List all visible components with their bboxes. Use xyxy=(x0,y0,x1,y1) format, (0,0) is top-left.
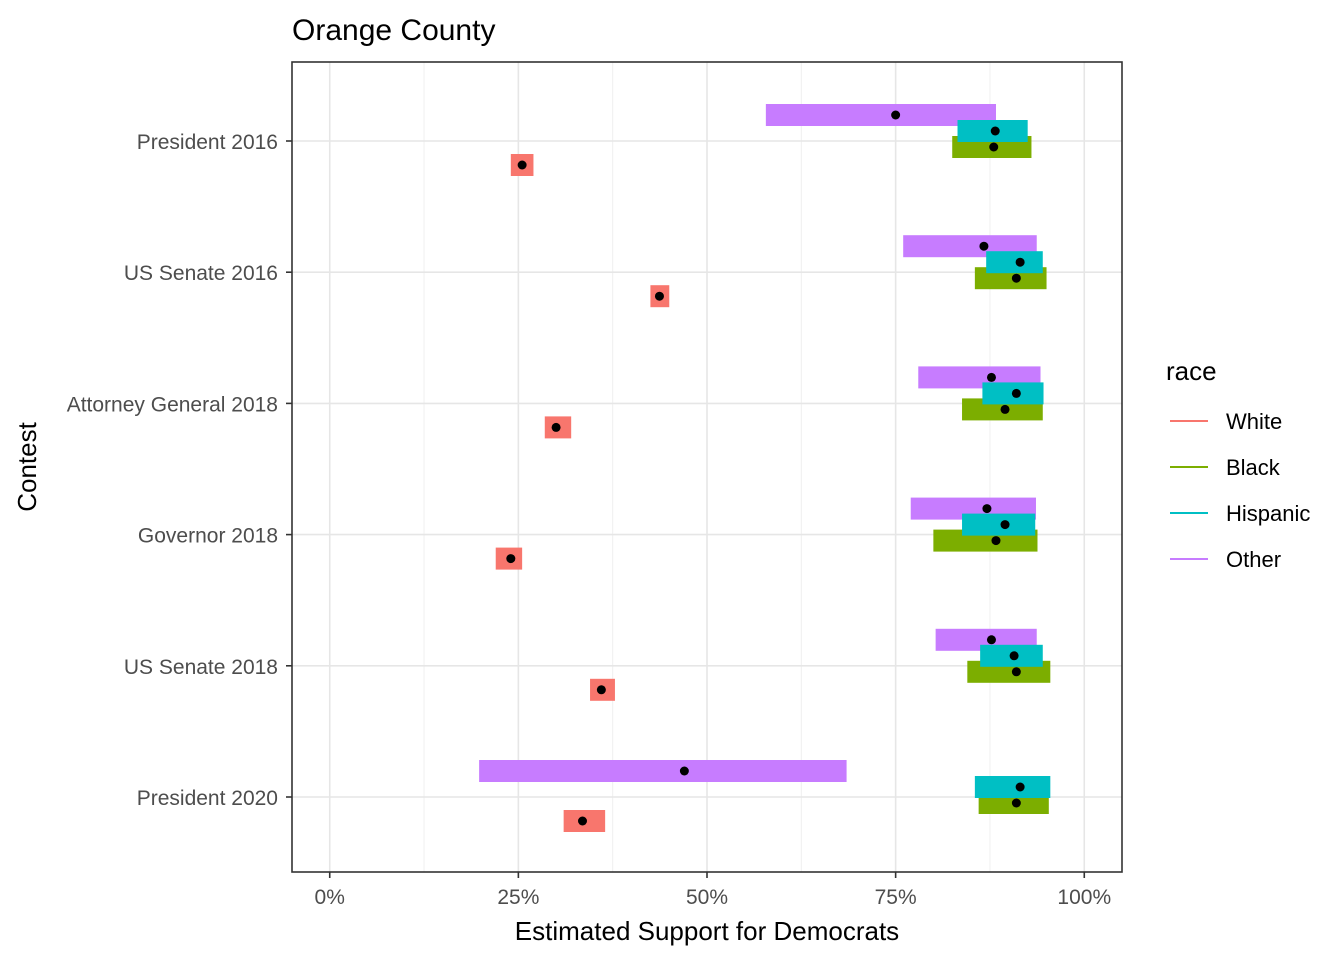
y-tick-label: President 2016 xyxy=(137,131,278,154)
estimate-point-other xyxy=(982,504,992,514)
legend-label: White xyxy=(1226,409,1282,434)
x-axis-title: Estimated Support for Democrats xyxy=(515,916,899,946)
estimate-point-other xyxy=(979,241,989,251)
x-tick-label: 75% xyxy=(875,886,917,909)
estimate-point-hispanic xyxy=(1011,388,1021,398)
interval-bars xyxy=(479,104,1051,832)
interval-bar-hispanic xyxy=(974,776,1051,798)
estimate-point-black xyxy=(1011,667,1021,677)
y-tick-label: Attorney General 2018 xyxy=(67,393,278,416)
estimate-point-white xyxy=(596,685,606,695)
estimate-point-hispanic xyxy=(1015,782,1025,792)
legend-item-white: White xyxy=(1170,409,1282,434)
point-estimates xyxy=(506,110,1025,826)
x-tick-label: 0% xyxy=(315,886,345,909)
legend-item-black: Black xyxy=(1170,455,1281,480)
chart-title: Orange County xyxy=(292,14,495,47)
axes: 0% 25% 50% 75% 100% President 2016 US Senate 2… xyxy=(67,61,1123,909)
estimate-point-black xyxy=(991,536,1001,546)
estimate-point-white xyxy=(506,554,516,564)
legend-label: Black xyxy=(1226,455,1281,480)
interval-bar-other xyxy=(479,760,847,782)
interval-bar-hispanic xyxy=(986,251,1043,274)
estimate-point-black xyxy=(989,142,999,152)
estimate-point-black xyxy=(1011,798,1021,808)
y-tick-label: US Senate 2018 xyxy=(124,656,278,679)
data-marks xyxy=(479,104,1051,832)
y-tick-label: President 2020 xyxy=(137,787,278,810)
estimate-point-white xyxy=(578,816,587,826)
estimate-point-hispanic xyxy=(990,126,1000,136)
interval-bar-hispanic xyxy=(962,513,1036,536)
legend: race White Black Hispanic Other xyxy=(1166,356,1310,572)
estimate-point-white xyxy=(654,291,664,301)
legend-label: Other xyxy=(1226,547,1281,572)
legend-title: race xyxy=(1166,356,1217,386)
y-axis-title: Contest xyxy=(12,421,42,511)
estimate-point-hispanic xyxy=(1000,520,1010,530)
estimate-point-black xyxy=(1000,404,1010,414)
legend-label: Hispanic xyxy=(1226,501,1310,526)
x-tick-label: 100% xyxy=(1057,886,1111,909)
estimate-point-other xyxy=(986,635,996,645)
estimate-point-other xyxy=(679,766,689,776)
interval-bar-other xyxy=(765,104,996,126)
estimate-point-other xyxy=(891,110,901,120)
x-tick-label: 25% xyxy=(497,886,539,909)
estimate-point-white xyxy=(551,422,561,432)
estimate-point-other xyxy=(986,372,996,382)
x-tick-label: 50% xyxy=(686,886,728,909)
y-tick-label: US Senate 2016 xyxy=(124,262,278,285)
estimate-point-white xyxy=(517,160,527,170)
legend-item-hispanic: Hispanic xyxy=(1170,501,1310,526)
y-tick-label: Governor 2018 xyxy=(138,525,278,548)
estimate-point-hispanic xyxy=(1009,651,1019,661)
legend-item-other: Other xyxy=(1170,547,1281,572)
estimate-point-black xyxy=(1011,273,1021,283)
estimate-point-hispanic xyxy=(1015,257,1025,267)
